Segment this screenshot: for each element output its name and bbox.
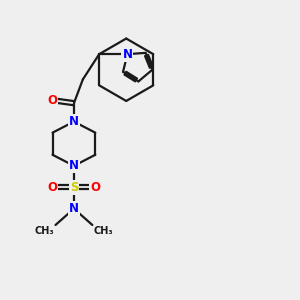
Text: N: N	[122, 48, 132, 61]
Text: CH₃: CH₃	[94, 226, 113, 236]
Text: N: N	[69, 115, 79, 128]
Text: N: N	[69, 202, 79, 215]
Text: O: O	[90, 181, 100, 194]
Text: CH₃: CH₃	[34, 226, 54, 236]
Text: O: O	[47, 94, 58, 107]
Text: O: O	[47, 181, 58, 194]
Text: N: N	[69, 159, 79, 172]
Text: S: S	[70, 181, 78, 194]
